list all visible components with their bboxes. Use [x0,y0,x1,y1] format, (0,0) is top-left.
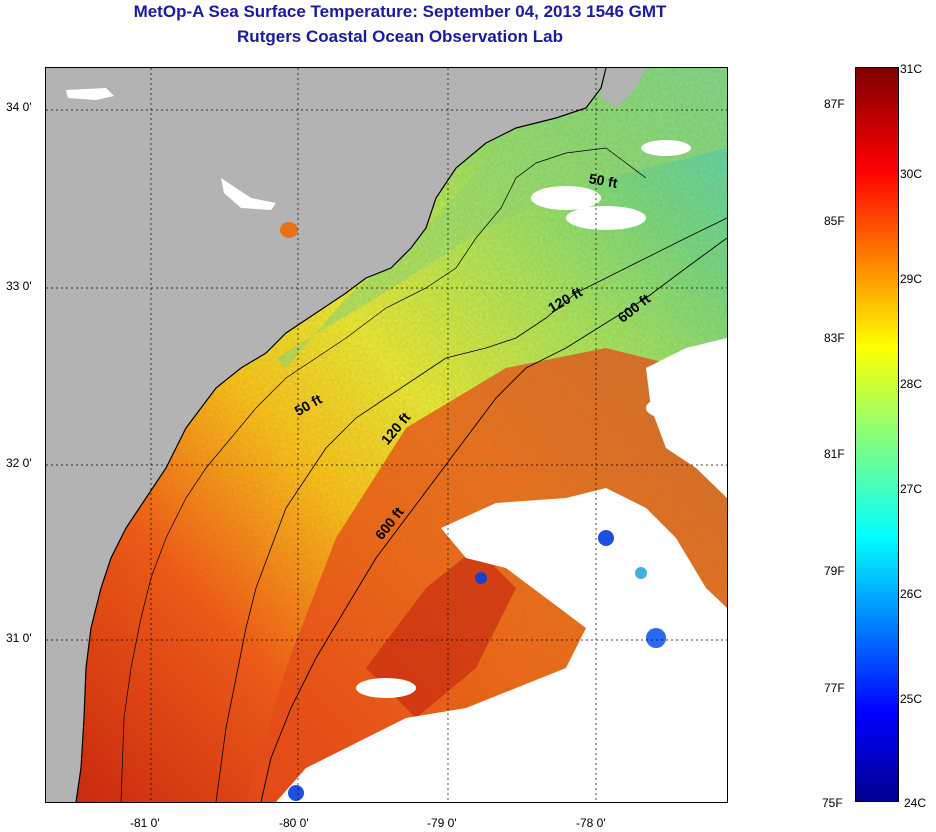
land-mass [46,68,606,802]
fahrenheit-label: 79F [824,564,845,578]
celsius-label: 27C [900,482,923,496]
sst-map-canvas: 50 ft 120 ft 600 ft 50 ft 120 ft 600 ft [46,68,727,802]
cold-patch [598,530,614,546]
lat-label-32: 32 0' [6,456,32,470]
fahrenheit-label: 81F [824,447,845,461]
grid-lines [46,68,727,802]
fahrenheit-label: 87F [824,97,845,111]
warm-islet [280,222,298,238]
cloud-mask-east [646,338,727,498]
cold-patch [635,567,647,579]
cloud-patch [646,398,686,418]
cloud-patch [356,678,416,698]
cold-patch [475,572,487,584]
lon-label-79: -79 0' [427,816,457,830]
lon-label-80: -80 0' [279,816,309,830]
sst-map: 50 ft 120 ft 600 ft 50 ft 120 ft 600 ft [45,67,728,803]
white-islet [66,88,114,100]
lat-label-33: 33 0' [6,279,32,293]
fahrenheit-label: 77F [824,681,845,695]
cold-patch [646,628,666,648]
cloud-patch [641,140,691,156]
celsius-label: 25C [900,692,923,706]
cloud-mask-south [276,488,727,802]
celsius-label: 24C [904,796,927,810]
isobath-600ft [260,237,727,802]
land-fragment [601,68,646,108]
fahrenheit-label: 83F [824,331,845,345]
fahrenheit-label: 75F [822,796,843,810]
lon-label-81: -81 0' [130,816,160,830]
celsius-label: 30C [900,167,923,181]
contour-label-50ft-north: 50 ft [588,170,619,191]
white-islet [221,178,276,210]
coastline [75,68,607,802]
cloud-patch [566,206,646,230]
cold-patch [288,785,304,801]
map-title: MetOp-A Sea Surface Temperature: Septemb… [133,2,667,21]
map-subtitle: Rutgers Coastal Ocean Observation Lab [237,27,563,46]
lat-label-34: 34 0' [6,100,32,114]
celsius-label: 31C [900,62,923,76]
isobath-50ft [120,147,647,802]
fahrenheit-label: 85F [824,214,845,228]
celsius-label: 28C [900,377,923,391]
cloud-patch [531,186,601,210]
lat-label-31: 31 0' [6,631,32,645]
celsius-label: 29C [900,272,923,286]
color-scale-bar [855,67,899,802]
celsius-label: 26C [900,587,923,601]
lon-label-78: -78 0' [576,816,606,830]
